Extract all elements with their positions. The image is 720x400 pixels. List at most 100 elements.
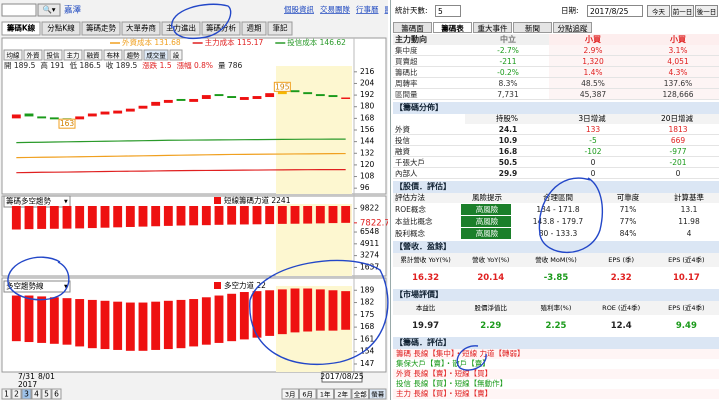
- range-button[interactable]: [334, 388, 352, 400]
- range-button[interactable]: [369, 388, 387, 400]
- table-cell: 本益比概念: [393, 216, 455, 227]
- toolbar-link[interactable]: 副總網誌: [385, 4, 389, 14]
- price-info: 收 189.5: [106, 60, 138, 70]
- days-select[interactable]: 5: [435, 5, 461, 17]
- chart-button[interactable]: [123, 49, 143, 61]
- tab[interactable]: [267, 21, 293, 36]
- y-tick-label: 168: [360, 322, 375, 331]
- cost-line: [16, 152, 346, 159]
- table-cell: -0.2%: [465, 67, 549, 78]
- tab[interactable]: 新聞: [513, 22, 552, 33]
- candle: [11, 114, 21, 119]
- tab[interactable]: [241, 21, 267, 36]
- price-info: 量 786: [218, 61, 242, 70]
- table-header: 合理區間: [517, 193, 597, 203]
- stock-name[interactable]: 嘉澤: [64, 5, 82, 16]
- date-button[interactable]: 後一日: [695, 5, 718, 17]
- tab[interactable]: 分點追蹤: [553, 22, 592, 33]
- tab[interactable]: 重大事件: [473, 22, 512, 33]
- table-cell: 11.98: [657, 216, 719, 227]
- table-cell: 45,387: [549, 89, 635, 100]
- bar: [163, 300, 173, 350]
- bar: [303, 288, 313, 332]
- page-label: 5: [44, 390, 49, 399]
- table-cell: -5: [549, 135, 635, 146]
- price-info: 低 186.5: [70, 60, 102, 70]
- chart-button[interactable]: [63, 49, 83, 61]
- candle: [24, 113, 34, 117]
- end-date: 2017/08/25: [320, 372, 363, 381]
- candle: [125, 108, 135, 112]
- table-cell: 128,666: [635, 89, 719, 100]
- y-tick-label: 6548: [360, 227, 379, 236]
- toolbar-link[interactable]: 個股資訊: [284, 4, 314, 14]
- tab[interactable]: 籌碼面: [393, 22, 432, 33]
- selector[interactable]: [3, 195, 71, 208]
- page-button[interactable]: [21, 388, 32, 400]
- table-cell: 4: [657, 228, 719, 239]
- table-cell: 29.9: [465, 168, 549, 179]
- tab[interactable]: 籌碼表: [433, 22, 472, 33]
- y-tick-label: 4911: [360, 239, 379, 248]
- price-info: 開 189.5: [4, 61, 36, 70]
- chart-button[interactable]: [103, 49, 123, 61]
- candle: [252, 96, 262, 99]
- search-button[interactable]: [37, 3, 61, 17]
- table-cell: 48.5%: [549, 78, 635, 89]
- page-button[interactable]: [41, 388, 52, 400]
- date-button[interactable]: 今天: [647, 5, 670, 17]
- chart-button[interactable]: [143, 49, 169, 61]
- date-input[interactable]: 2017/8/25: [587, 5, 643, 17]
- tab-label: 大單券商: [126, 23, 156, 33]
- range-button[interactable]: [351, 388, 369, 400]
- tab[interactable]: [121, 21, 161, 36]
- chart-button[interactable]: [3, 49, 23, 61]
- candle: [100, 111, 110, 115]
- selector-label: 多空趨勢線: [6, 281, 44, 291]
- tab[interactable]: [1, 21, 41, 36]
- range-button[interactable]: [299, 388, 317, 400]
- chart-button-label: 融資: [87, 51, 101, 60]
- chart-button[interactable]: [83, 49, 103, 61]
- table-cell: ROE概念: [393, 204, 455, 215]
- bar: [62, 298, 72, 345]
- table-cell: 1,320: [549, 56, 635, 67]
- page-button[interactable]: [1, 388, 12, 400]
- section-title: 【市場評價】: [393, 289, 719, 301]
- bar: [290, 288, 300, 333]
- range-button[interactable]: [316, 388, 334, 400]
- table-cell: 133: [549, 124, 635, 135]
- tab[interactable]: [41, 21, 81, 36]
- page-button[interactable]: [11, 388, 22, 400]
- date-button[interactable]: 前一日: [671, 5, 694, 17]
- legend-label: 短線籌碼力道 2241: [224, 195, 291, 205]
- assessment-line: 籌碼 長線【集中】・短線 力道【轉弱】: [393, 349, 719, 359]
- bar: [189, 299, 199, 347]
- chart-button[interactable]: [169, 49, 183, 61]
- toolbar-link[interactable]: 行事曆: [356, 4, 379, 14]
- chart-button[interactable]: [43, 49, 63, 61]
- page-label: 3: [24, 390, 29, 399]
- table-value: 9.49: [675, 321, 697, 331]
- bar: [62, 206, 72, 229]
- candle: [277, 91, 287, 95]
- page-button[interactable]: [31, 388, 42, 400]
- chart-button-label: 投信: [47, 51, 61, 60]
- table-cell: 71%: [597, 204, 657, 215]
- candle: [201, 95, 211, 99]
- tab[interactable]: [81, 21, 121, 36]
- range-button[interactable]: [281, 388, 299, 400]
- table-header: 小買: [635, 34, 719, 45]
- toolbar-link[interactable]: 交易團隊: [320, 4, 350, 14]
- bar: [227, 206, 237, 225]
- search-box[interactable]: [1, 3, 37, 17]
- bar: [201, 297, 211, 345]
- chart-button[interactable]: [23, 49, 43, 61]
- tab-label: 籌碼K線: [7, 23, 36, 33]
- table-cell: 區間量: [393, 89, 465, 100]
- page-button[interactable]: [51, 388, 62, 400]
- section-title: 【營收．盈餘】: [393, 241, 719, 253]
- bar: [290, 206, 300, 224]
- candle: [176, 98, 186, 101]
- end-date-box: [321, 371, 363, 383]
